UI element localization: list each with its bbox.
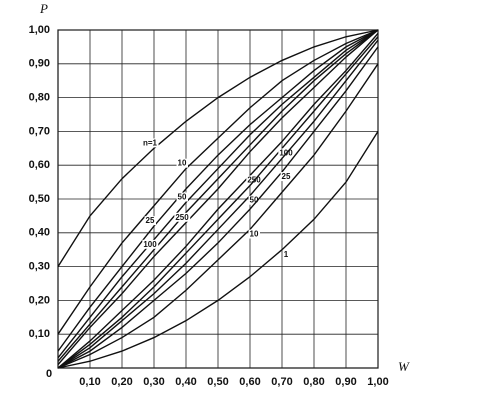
label-bg <box>144 216 156 226</box>
curve <box>57 29 379 359</box>
x-tick-label: 0,30 <box>143 376 164 388</box>
curve <box>57 39 379 369</box>
x-tick-label: 0,10 <box>79 376 100 388</box>
x-tick-label: 0,50 <box>207 376 228 388</box>
x-tick-label: 0,90 <box>335 376 356 388</box>
curve <box>57 29 379 335</box>
curve-label: 25 <box>146 216 155 225</box>
y-tick-label: 0,20 <box>29 294 50 306</box>
y-tick-label: 0,70 <box>29 125 50 137</box>
label-bg <box>248 195 260 205</box>
curve-label: 10 <box>250 230 259 239</box>
y-tick-label: 0,50 <box>29 193 50 205</box>
curve <box>57 36 379 369</box>
x-tick-label: 0,70 <box>271 376 292 388</box>
curve-label: 50 <box>178 192 187 201</box>
x-tick-label: 0,80 <box>303 376 324 388</box>
y-tick-label: 0,80 <box>29 92 50 104</box>
y-tick-label: 0,60 <box>29 159 50 171</box>
curve <box>57 32 379 369</box>
curve-label: 10 <box>178 159 187 168</box>
curve-label: n=1 <box>143 138 158 147</box>
x-tick-label: 1,00 <box>367 376 388 388</box>
curve-label: 1 <box>284 250 289 259</box>
curve <box>57 29 379 366</box>
origin-label: 0 <box>46 368 52 380</box>
x-axis-label: W <box>398 359 410 374</box>
label-bg <box>141 138 159 148</box>
y-tick-label: 0,40 <box>29 227 50 239</box>
label-bg <box>176 158 188 168</box>
label-bg <box>176 192 188 202</box>
y-axis-label: P <box>39 1 48 16</box>
curve-label: 25 <box>282 172 291 181</box>
curve <box>57 46 379 369</box>
y-tick-label: 0,90 <box>29 58 50 70</box>
label-bg <box>142 239 159 249</box>
label-bg <box>282 249 290 259</box>
label-bg <box>280 172 292 182</box>
curve <box>57 131 379 369</box>
y-tick-label: 1,00 <box>29 24 50 36</box>
curve-label: 100 <box>143 240 157 249</box>
curve <box>57 29 379 352</box>
curve-label: 50 <box>250 196 259 205</box>
x-tick-label: 0,40 <box>175 376 196 388</box>
y-tick-label: 0,30 <box>29 261 50 273</box>
curve <box>57 63 379 369</box>
label-bg <box>248 229 260 239</box>
y-tick-label: 0,10 <box>29 328 50 340</box>
x-tick-label: 0,60 <box>239 376 260 388</box>
curve <box>57 29 379 362</box>
curve <box>57 29 379 267</box>
x-tick-label: 0,20 <box>111 376 132 388</box>
curve-label: 250 <box>175 213 189 222</box>
label-bg <box>174 212 191 222</box>
